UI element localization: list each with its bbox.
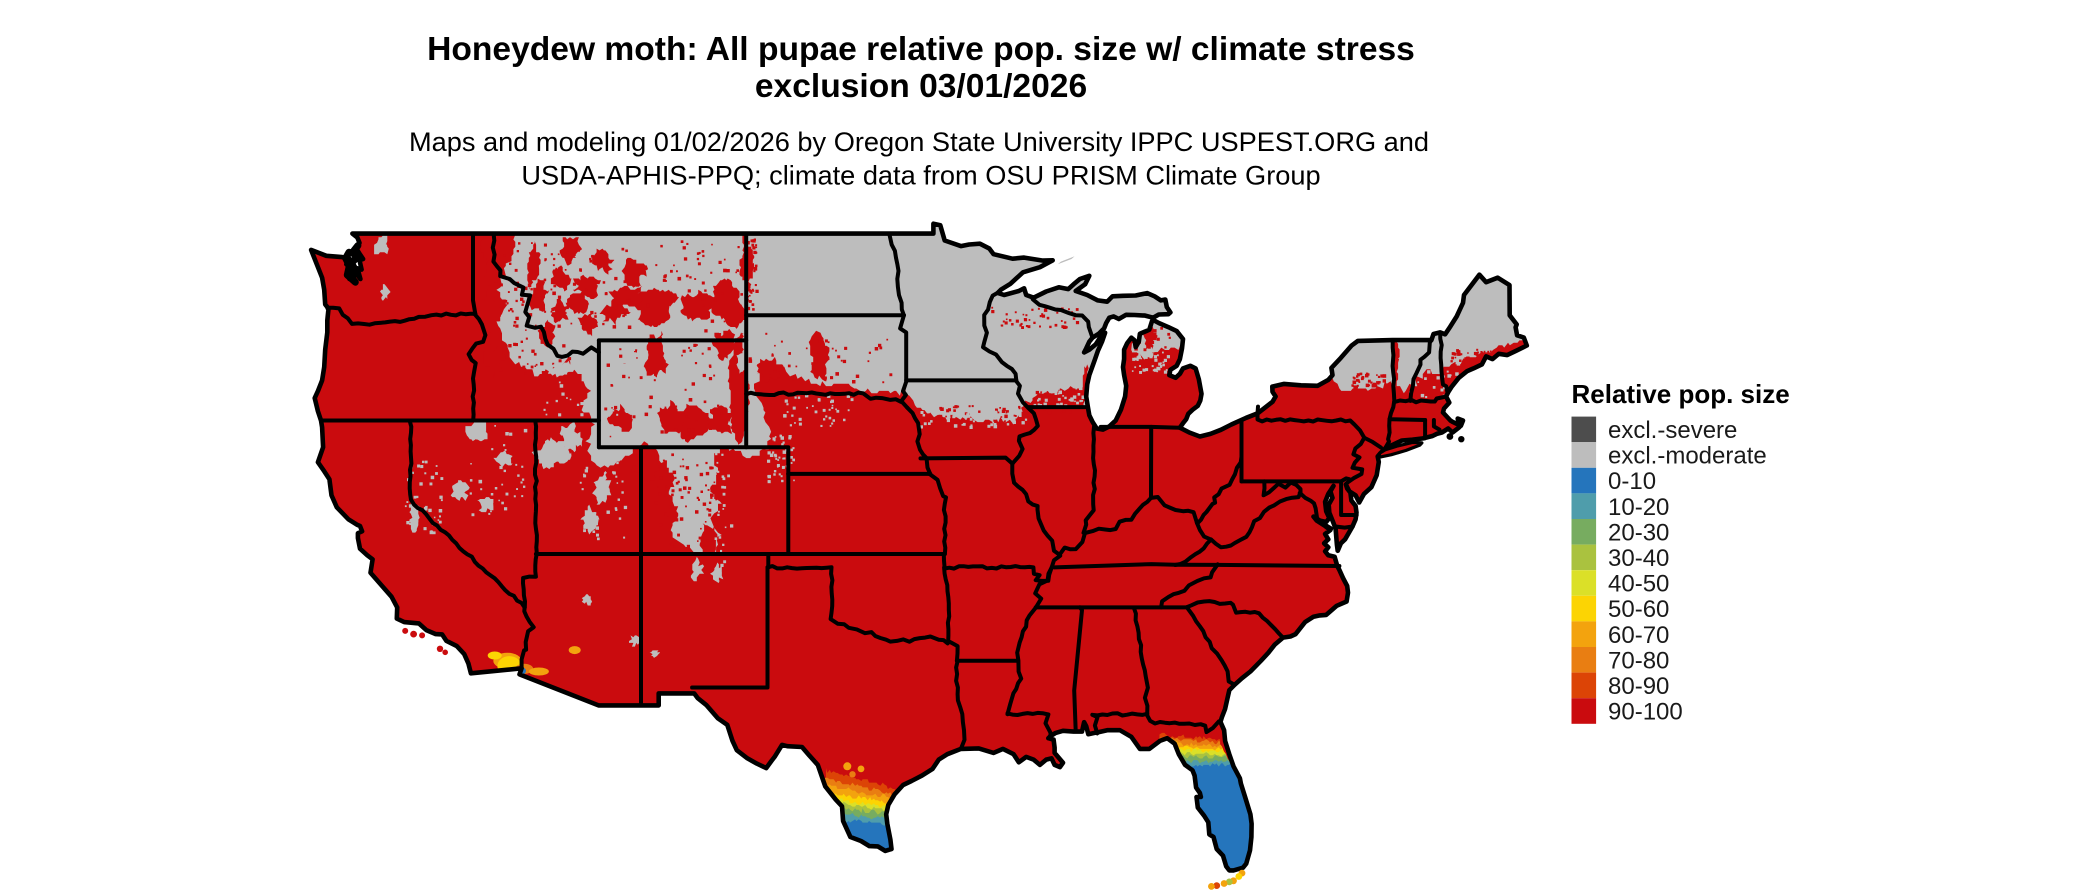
svg-text:Maps and modeling 01/02/2026 b: Maps and modeling 01/02/2026 by Oregon S… <box>409 126 1429 157</box>
svg-text:exclusion 03/01/2026: exclusion 03/01/2026 <box>755 68 1087 105</box>
svg-text:90-100: 90-100 <box>1608 699 1683 726</box>
svg-text:Relative pop. size: Relative pop. size <box>1572 379 1790 409</box>
svg-text:30-40: 30-40 <box>1608 545 1669 572</box>
svg-text:80-90: 80-90 <box>1608 673 1669 700</box>
svg-text:excl.-moderate: excl.-moderate <box>1608 443 1767 470</box>
svg-text:USDA-APHIS-PPQ; climate data f: USDA-APHIS-PPQ; climate data from OSU PR… <box>521 159 1320 190</box>
svg-text:excl.-severe: excl.-severe <box>1608 417 1737 444</box>
svg-text:40-50: 40-50 <box>1608 571 1669 598</box>
svg-text:10-20: 10-20 <box>1608 494 1669 521</box>
svg-text:60-70: 60-70 <box>1608 622 1669 649</box>
svg-text:20-30: 20-30 <box>1608 519 1669 546</box>
svg-text:Honeydew moth: All pupae relat: Honeydew moth: All pupae relative pop. s… <box>427 31 1415 68</box>
svg-text:50-60: 50-60 <box>1608 596 1669 623</box>
svg-text:0-10: 0-10 <box>1608 468 1656 495</box>
svg-text:70-80: 70-80 <box>1608 647 1669 674</box>
